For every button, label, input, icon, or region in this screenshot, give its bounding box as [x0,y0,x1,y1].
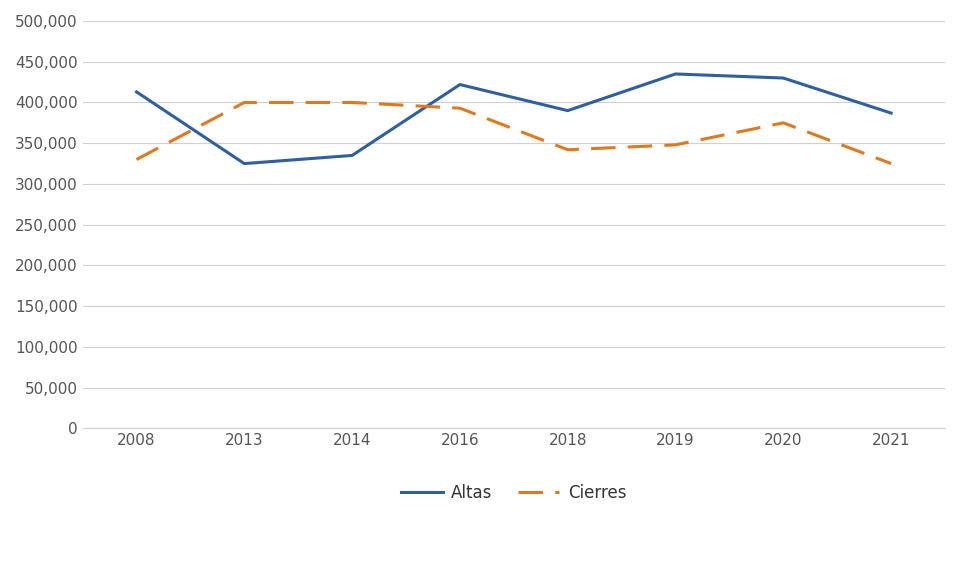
Altas [885,109,897,116]
Altas [238,160,250,167]
Cierres [347,99,358,106]
Altas [454,81,466,88]
Cierres [885,160,897,167]
Altas [131,88,142,95]
Altas [778,74,789,81]
Cierres [131,156,142,163]
Cierres [778,119,789,126]
Cierres [454,105,466,112]
Cierres [562,146,573,153]
Altas [347,152,358,159]
Cierres [238,99,250,106]
Line: Cierres: Cierres [136,103,891,163]
Altas [562,107,573,114]
Cierres [670,142,682,148]
Legend: Altas, Cierres: Altas, Cierres [395,477,633,509]
Line: Altas: Altas [136,74,891,163]
Altas [670,70,682,77]
